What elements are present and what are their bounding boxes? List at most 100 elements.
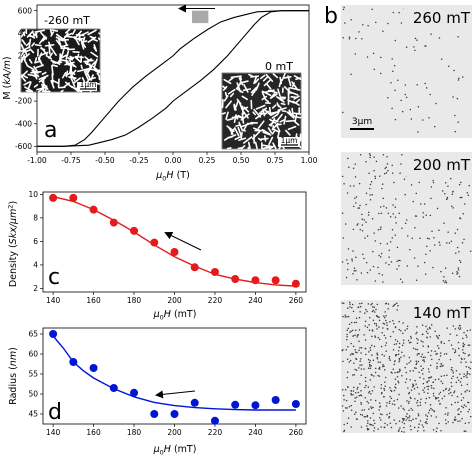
skyrmion-dot: [383, 323, 386, 325]
domain-stripe: [227, 135, 233, 139]
skyrmion-dot: [429, 93, 431, 96]
skyrmion-dot: [356, 336, 358, 338]
skyrmion-dot: [374, 336, 377, 338]
skyrmion-dot: [356, 334, 359, 336]
skyrmion-dot: [351, 307, 353, 309]
skyrmion-dot: [390, 426, 393, 429]
skyrmion-dot: [465, 366, 468, 368]
skyrmion-dot: [368, 172, 370, 175]
skyrmion-dot: [347, 386, 349, 388]
skyrmion-dot: [341, 175, 344, 178]
skyrmion-dot: [440, 363, 443, 365]
skyrmion-dot: [388, 417, 390, 419]
skyrmion-dot: [416, 386, 419, 389]
skyrmion-dot: [459, 196, 462, 199]
skyrmion-dot: [467, 401, 469, 404]
skyrmion-dot: [366, 56, 369, 58]
domain-stripe: [289, 91, 299, 96]
domain-stripe: [91, 60, 97, 66]
skyrmion-dot: [457, 121, 459, 123]
skyrmion-dot: [403, 355, 405, 357]
domain-stripe: [281, 110, 287, 113]
skyrmion-dot: [342, 302, 345, 305]
skyrmion-dot: [406, 412, 408, 415]
skyrmion-dot: [377, 361, 380, 363]
domain-stripe: [269, 118, 277, 124]
domain-stripe: [84, 56, 90, 61]
skyrmion-dot: [440, 58, 443, 60]
domain-stripe: [97, 37, 101, 41]
skyrmion-dot: [428, 326, 431, 329]
skyrmion-dot: [400, 163, 402, 165]
axis-ticks-a: -1.00 -0.75 -0.50 -0.25 0.00 0.25 0.50 0.75 1.00…: [15, 6, 318, 165]
skyrmion-dot: [423, 359, 425, 361]
skyrmion-dot: [382, 30, 384, 33]
domain-stripe: [25, 89, 32, 93]
skyrmion-dot: [393, 322, 395, 325]
skyrmion-dot: [420, 398, 422, 400]
skyrmion-dot: [348, 301, 351, 304]
skyrmion-dot: [379, 206, 382, 208]
inset-zero-mT: 1μm 0 mT: [221, 60, 302, 150]
skyrmion-dot: [390, 397, 393, 400]
skyrmion-dot: [375, 308, 377, 311]
skyrmion-dot: [460, 377, 463, 380]
domain-stripe: [24, 53, 30, 59]
skyrmion-dot: [432, 181, 435, 184]
skyrmion-dot: [417, 426, 420, 429]
skyrmion-dot: [454, 401, 456, 404]
skyrmion-dot: [429, 376, 432, 379]
skyrmion-dot: [392, 70, 394, 72]
skyrmion-dot: [352, 250, 354, 252]
skyrmion-dot: [363, 409, 366, 411]
skyrmion-dot: [422, 359, 424, 361]
domain-stripe: [290, 96, 298, 99]
skyrmion-dot: [362, 253, 364, 256]
skyrmion-dot: [384, 385, 386, 387]
skyrmion-dot: [420, 365, 422, 367]
domain-stripe: [32, 32, 36, 37]
skyrmion-dot: [436, 427, 438, 429]
skyrmion-dot: [440, 429, 442, 432]
skyrmion-dot: [441, 365, 443, 367]
domain-stripe: [84, 62, 93, 67]
skyrmion-dot: [357, 391, 360, 394]
skyrmion-dot: [379, 417, 381, 419]
skyrmion-dot: [371, 218, 374, 220]
skyrmion-dot: [403, 178, 406, 180]
skyrmion-dot: [346, 333, 348, 336]
skyrmion-dot: [374, 371, 377, 374]
skyrmion-dot: [388, 357, 390, 360]
skyrmion-dot: [385, 262, 387, 264]
skyrmion-dot: [463, 331, 465, 334]
skyrmion-dot: [356, 278, 358, 281]
domain-stripe: [83, 59, 94, 63]
skyrmion-dot: [385, 166, 387, 168]
skyrmion-dot: [373, 345, 376, 348]
skyrmion-dot: [350, 404, 353, 407]
skyrmion-dot: [394, 39, 397, 42]
domain-stripe: [65, 61, 70, 66]
skyrmion-dot: [408, 392, 410, 395]
skyrmion-dot: [460, 393, 463, 395]
skyrmion-dot: [417, 360, 420, 363]
domain-stripe: [80, 64, 83, 70]
skyrmion-dot: [367, 358, 370, 361]
skyrmion-dot: [433, 125, 436, 128]
skyrmion-dot: [459, 327, 462, 329]
skyrmion-dot: [367, 386, 370, 388]
skyrmion-dot: [358, 316, 361, 319]
skyrmion-dot: [446, 327, 448, 329]
skyrmion-dot: [385, 172, 388, 174]
skyrmion-dot: [379, 413, 382, 415]
domain-stripe: [257, 137, 262, 142]
domain-stripe: [28, 58, 33, 64]
skyrmion-dot: [365, 203, 367, 206]
skyrmion-dot: [367, 303, 370, 305]
skyrmion-dot: [359, 305, 362, 308]
skyrmion-dot: [402, 339, 405, 341]
skyrmion-dot: [397, 430, 400, 432]
skyrmion-dot: [433, 244, 436, 246]
skyrmion-dot: [414, 215, 417, 217]
skyrmion-dot: [403, 417, 405, 420]
